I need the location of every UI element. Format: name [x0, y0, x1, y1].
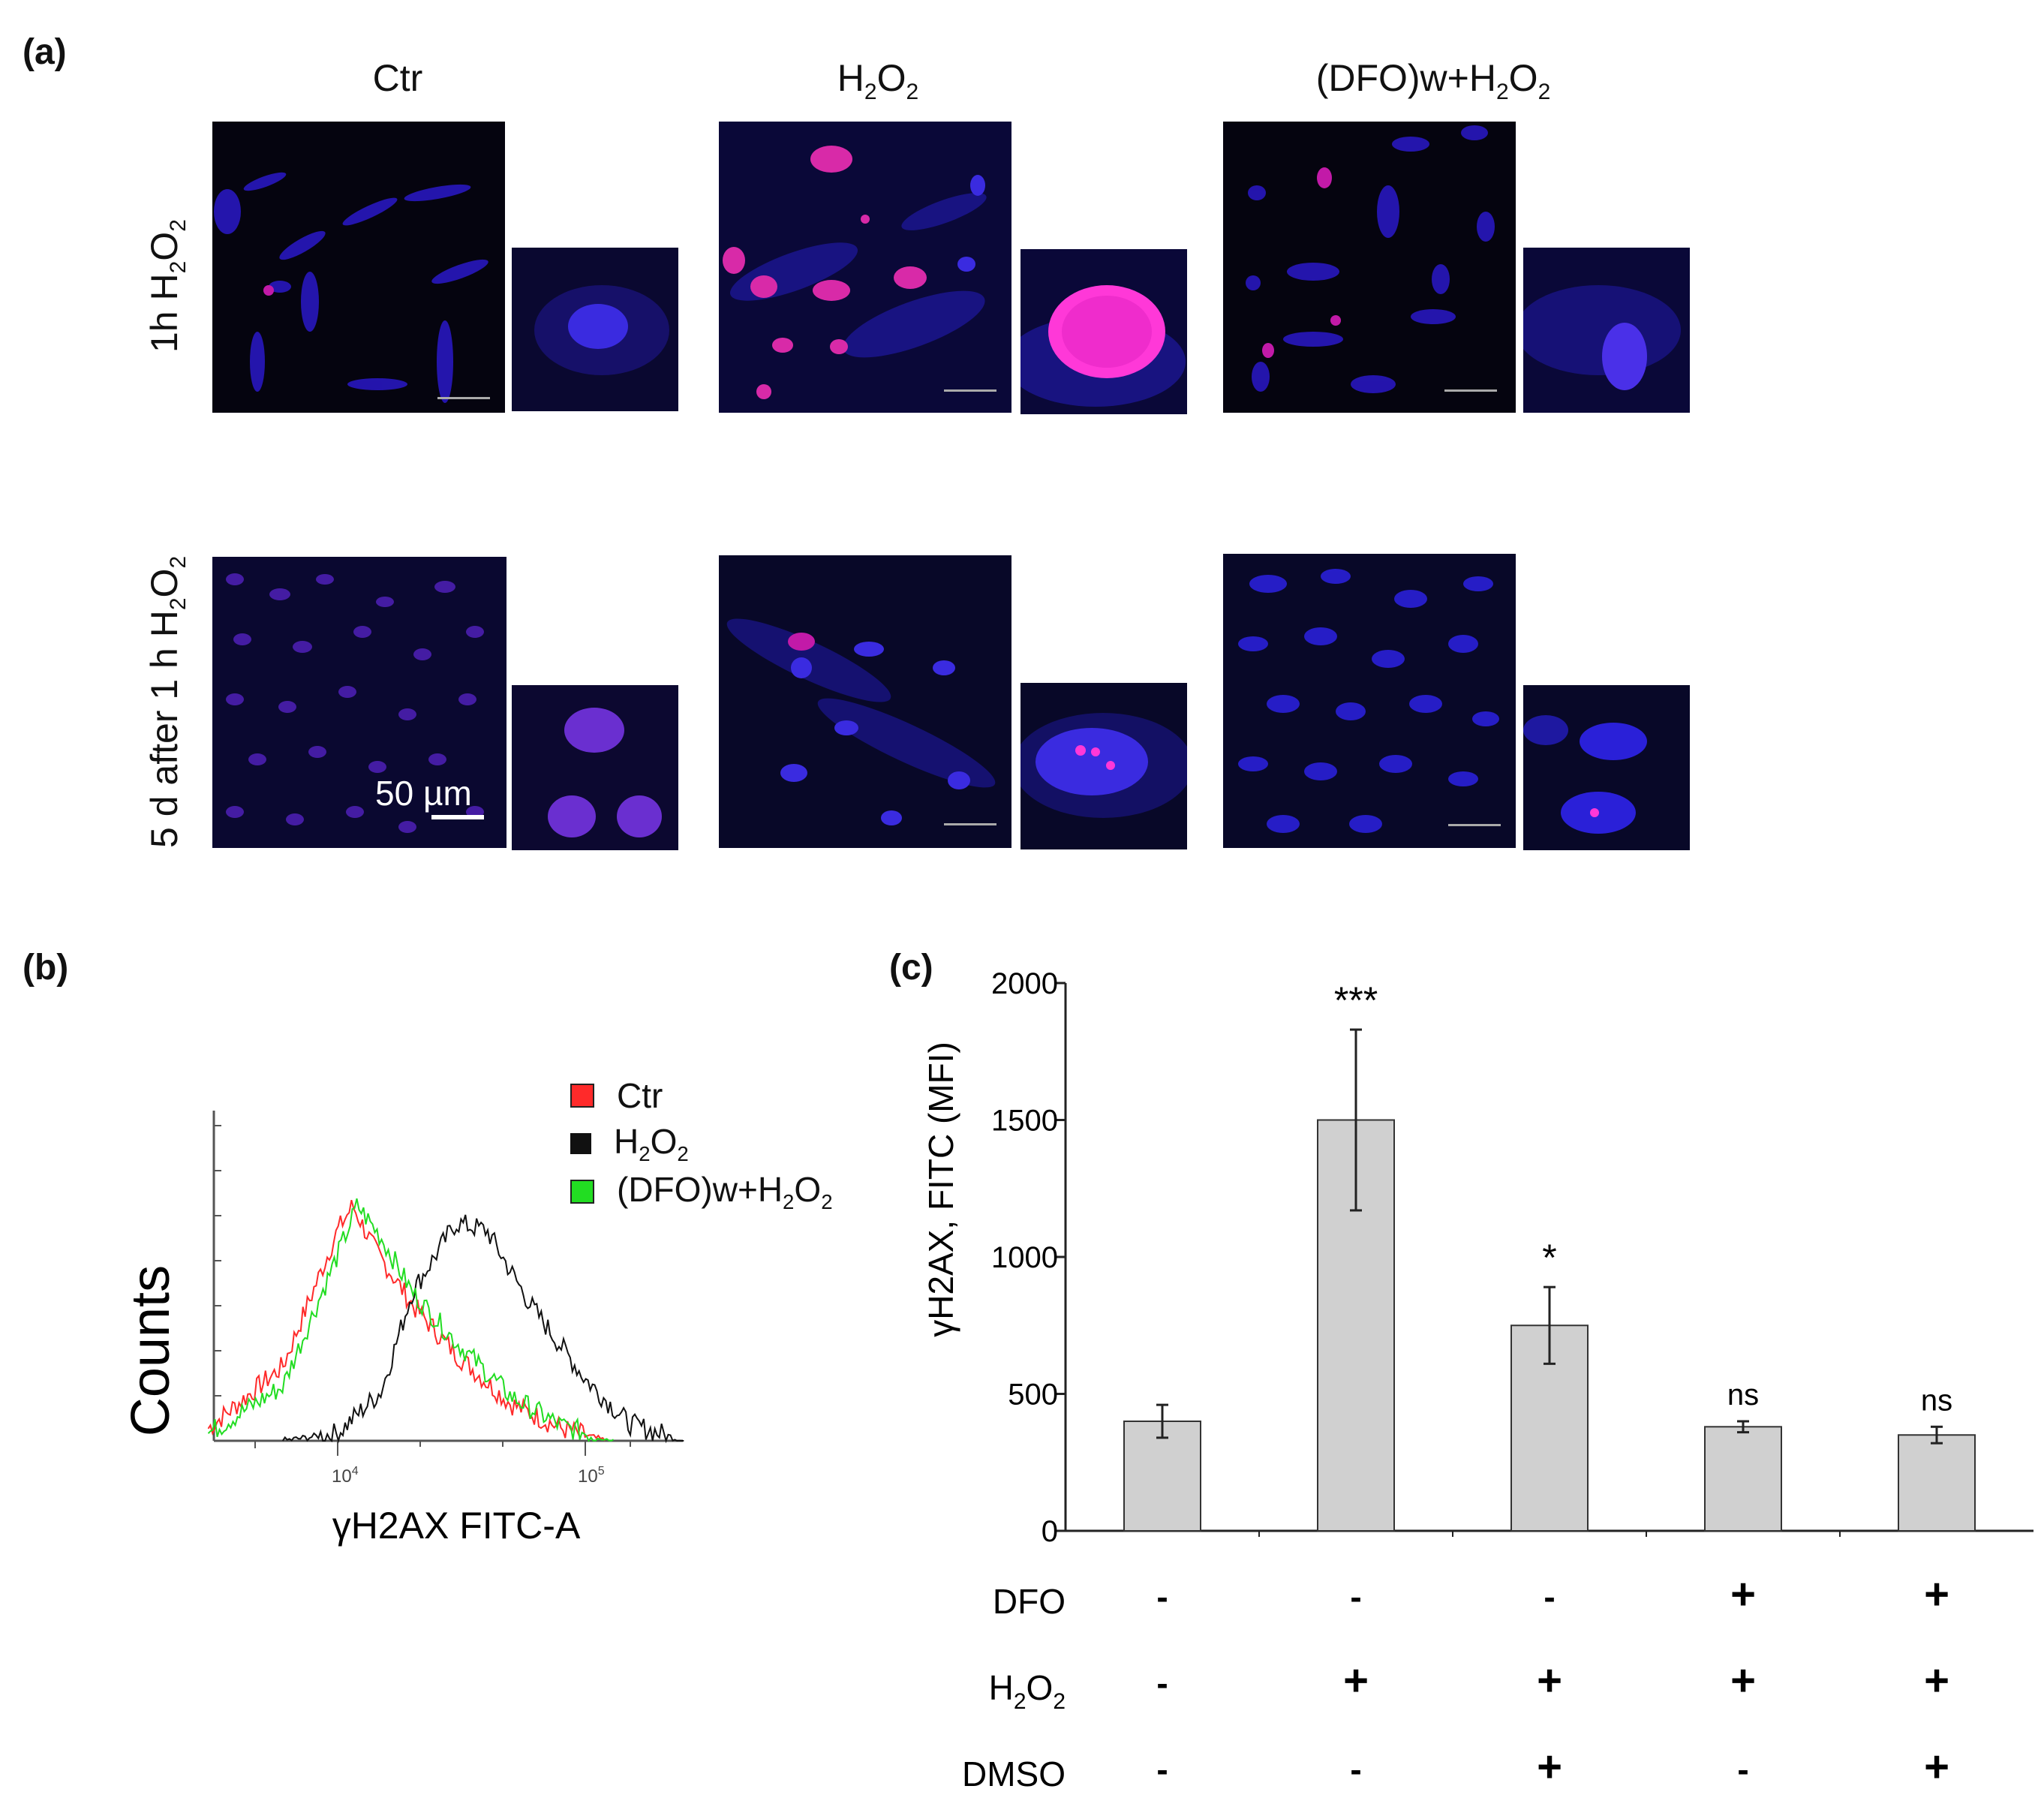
legend-swatch-h2o2: [570, 1133, 591, 1154]
micrograph-inset-h2o2-1h: [1020, 249, 1187, 414]
bar-chart-y-tick-label: 1500: [991, 1105, 1058, 1138]
histogram-y-label: Counts: [121, 1265, 181, 1436]
condition-symbol: -: [1350, 1750, 1361, 1789]
bar-chart-y-tick-label: 1000: [991, 1241, 1058, 1274]
legend-label-dfo-h2o2: (DFO)w+H2O2: [617, 1169, 833, 1214]
condition-symbol: +: [1343, 1656, 1369, 1705]
histogram-series-h2o2: [281, 1214, 684, 1444]
micrograph-ctr-5d: [212, 557, 506, 848]
significance-label-3: *: [1542, 1237, 1556, 1279]
error-bar-2: [1350, 1028, 1362, 1212]
histogram-tick-1e5: 105: [578, 1465, 605, 1487]
micrograph-inset-ctr-1h: [512, 248, 678, 411]
micrograph-dfo-h2o2-1h: [1223, 122, 1516, 413]
error-bar-3: [1544, 1285, 1556, 1365]
row-label-5d: 5 d after 1 h H2O2: [143, 555, 191, 848]
panel-c-letter: (c): [889, 948, 933, 988]
condition-symbol: -: [1156, 1664, 1168, 1703]
condition-symbol: +: [1924, 1656, 1949, 1705]
condition-symbol: -: [1156, 1577, 1168, 1616]
histogram-y-ticks: [214, 1125, 221, 1397]
legend-item-h2o2: H2O2: [570, 1120, 893, 1168]
condition-symbol: -: [1350, 1577, 1361, 1616]
significance-label-5: ns: [1921, 1384, 1952, 1417]
bar-4: [1704, 1426, 1782, 1532]
condition-symbol: +: [1730, 1570, 1756, 1619]
histogram-tick-1e4: 104: [332, 1465, 359, 1487]
row-label-1h: 1h H2O2: [143, 219, 191, 353]
bar-chart-y-tick-label: 0: [1042, 1515, 1058, 1548]
micrograph-h2o2-1h: [719, 122, 1011, 413]
micrograph-inset-dfo-h2o2-1h: [1523, 248, 1690, 413]
condition-row-label-3: DMSO: [962, 1754, 1066, 1793]
condition-symbol: -: [1544, 1577, 1555, 1616]
condition-row-label-2: H2O2: [989, 1668, 1066, 1714]
histogram-legend: Ctr H2O2 (DFO)w+H2O2: [570, 1072, 893, 1216]
column-header-h2o2: H2O2: [837, 57, 919, 104]
condition-symbol: +: [1924, 1742, 1949, 1791]
micrograph-dfo-h2o2-5d: [1223, 554, 1516, 848]
legend-swatch-dfo-h2o2: [570, 1180, 594, 1204]
legend-item-ctr: Ctr: [570, 1072, 893, 1120]
histogram-x-ticks: [254, 1441, 631, 1456]
condition-symbol: +: [1730, 1656, 1756, 1705]
condition-symbol: +: [1537, 1742, 1562, 1791]
histogram-x-label: γH2AX FITC-A: [332, 1505, 581, 1547]
legend-label-h2o2: H2O2: [614, 1121, 689, 1166]
scale-bar-label: 50 µm: [375, 774, 472, 813]
bar-5: [1898, 1434, 1976, 1532]
histogram-series-ctr: [207, 1199, 606, 1442]
column-header-dfo-h2o2: (DFO)w+H2O2: [1315, 57, 1551, 104]
histogram-chart: Counts 104 105 γH2AX FITC-A: [121, 1111, 684, 1547]
legend-item-dfo-h2o2: (DFO)w+H2O2: [570, 1168, 893, 1216]
error-bar-5: [1931, 1425, 1943, 1445]
legend-label-ctr: Ctr: [617, 1076, 663, 1115]
condition-symbol: +: [1537, 1656, 1562, 1705]
column-header-ctr: Ctr: [372, 57, 423, 99]
bar-1: [1123, 1421, 1201, 1532]
scale-bar: [431, 815, 484, 819]
condition-row-label-1: DFO: [993, 1582, 1066, 1621]
panel-a-letter: (a): [23, 32, 67, 72]
condition-symbol: +: [1924, 1570, 1949, 1619]
bar-chart-y-tick-label: 500: [1008, 1379, 1058, 1412]
bar-chart-y-tick-label: 2000: [991, 967, 1058, 1000]
condition-symbol: -: [1156, 1750, 1168, 1789]
bar-chart-y-label: γH2AX, FITC (MFI): [921, 1042, 960, 1337]
micrograph-inset-h2o2-5d: [1020, 683, 1187, 849]
histogram-series-dfo-h2o2: [207, 1198, 615, 1443]
micrograph-inset-dfo-h2o2-5d: [1523, 685, 1690, 850]
micrograph-h2o2-5d: [719, 555, 1011, 848]
error-bar-1: [1156, 1403, 1168, 1439]
legend-swatch-ctr: [570, 1084, 594, 1108]
significance-label-2: ***: [1334, 979, 1378, 1021]
significance-label-4: ns: [1727, 1379, 1759, 1412]
condition-symbol: -: [1737, 1750, 1748, 1789]
micrograph-ctr-1h: [212, 122, 505, 413]
panel-b-letter: (b): [23, 948, 69, 988]
error-bar-4: [1737, 1420, 1749, 1434]
micrograph-inset-ctr-5d: [512, 685, 678, 850]
